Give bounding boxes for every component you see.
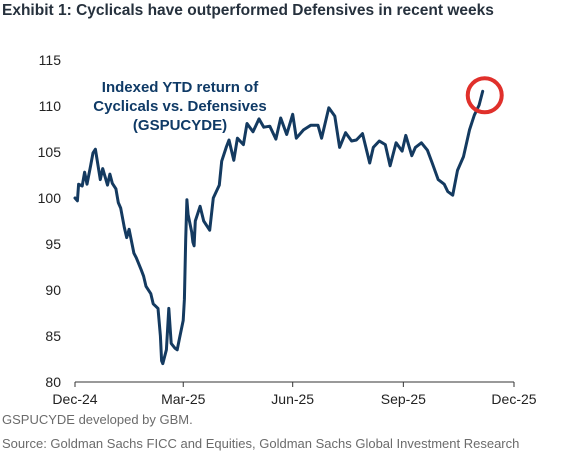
- annotation-line-3: (GSPUCYDE): [132, 117, 228, 134]
- x-tick-label: Jun-25: [271, 391, 314, 407]
- exhibit-title: Exhibit 1: Cyclicals have outperformed D…: [2, 2, 494, 19]
- x-tick-label: Dec-24: [52, 391, 97, 407]
- y-tick-label: 85: [45, 328, 61, 344]
- x-tick-label: Sep-25: [381, 391, 426, 407]
- y-tick-label: 95: [45, 236, 61, 252]
- source-note: Source: Goldman Sachs FICC and Equities,…: [2, 436, 520, 451]
- annotation-line-1: Indexed YTD return of: [101, 79, 259, 96]
- x-tick-label: Mar-25: [161, 391, 206, 407]
- y-tick-label: 80: [45, 374, 61, 390]
- chart-annotation: Indexed YTD return of Cyclicals vs. Defe…: [78, 78, 282, 135]
- footnote: GSPUCYDE developed by GBM.: [2, 412, 193, 427]
- series-line-gspucyde: [73, 89, 485, 366]
- y-tick-label: 115: [39, 52, 62, 68]
- y-tick-label: 105: [38, 144, 62, 160]
- y-tick-label: 110: [39, 98, 62, 114]
- y-tick-label: 100: [38, 190, 62, 206]
- y-tick-label: 90: [45, 282, 61, 298]
- annotation-line-2: Cyclicals vs. Defensives: [93, 98, 267, 115]
- latest-value-highlight-circle: [465, 76, 504, 115]
- x-tick-label: Dec-25: [491, 391, 536, 407]
